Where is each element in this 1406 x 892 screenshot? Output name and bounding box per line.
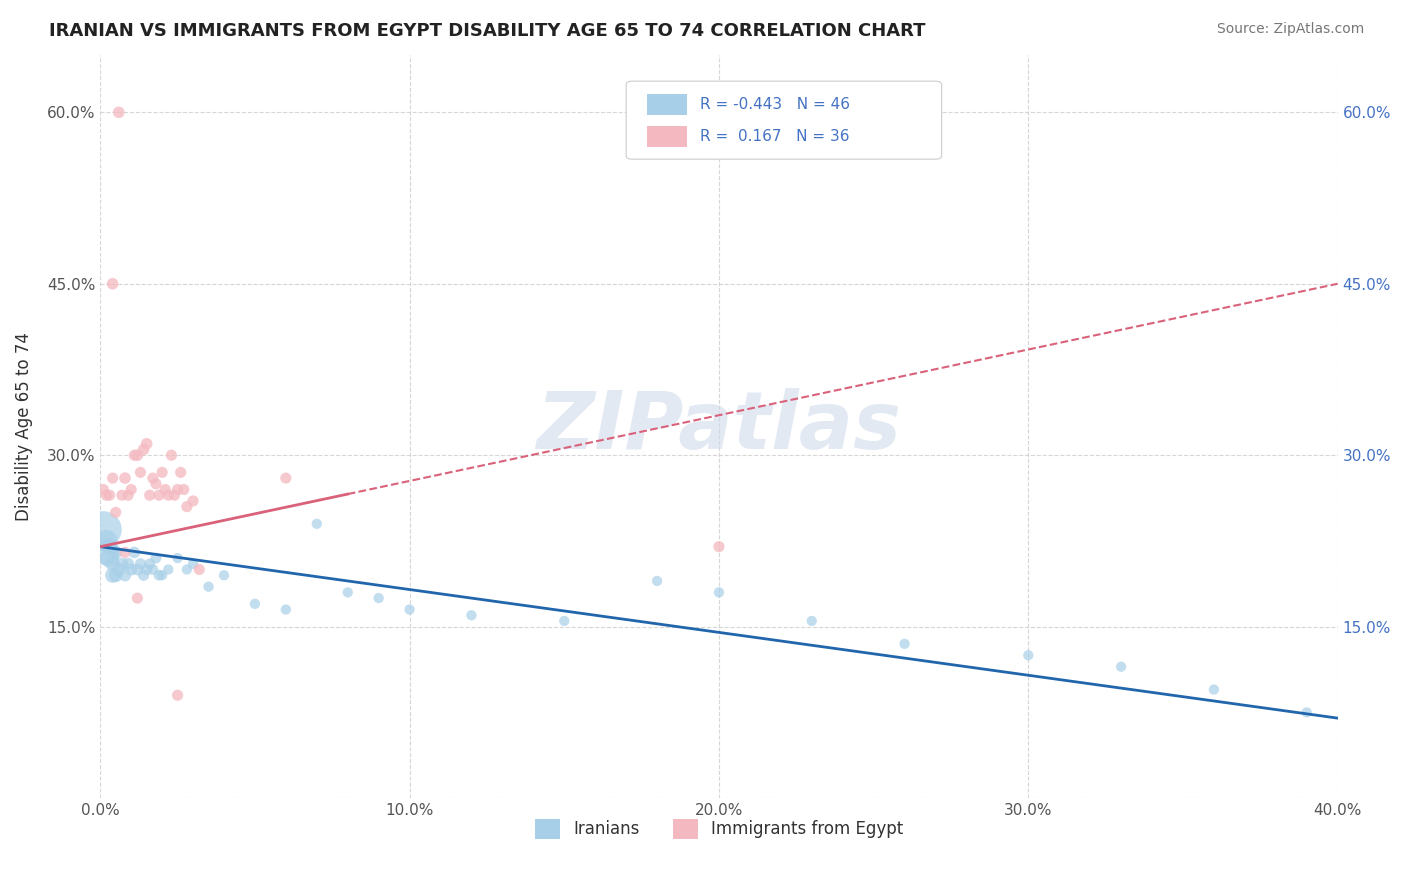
Point — [243, 597, 266, 611]
Point — [645, 574, 668, 588]
Point — [1202, 682, 1225, 697]
Point — [336, 585, 359, 599]
Point — [166, 483, 188, 497]
Point — [101, 471, 124, 485]
Point — [132, 442, 155, 457]
Point — [124, 545, 146, 559]
Point — [176, 500, 198, 514]
Point — [114, 568, 136, 582]
Point — [150, 568, 173, 582]
FancyBboxPatch shape — [626, 81, 942, 159]
Point — [142, 471, 165, 485]
Point — [132, 568, 155, 582]
Point — [120, 483, 142, 497]
Point — [163, 488, 186, 502]
Point — [96, 545, 118, 559]
Text: ZIPatlas: ZIPatlas — [537, 388, 901, 466]
Point — [101, 277, 124, 291]
Point — [101, 557, 124, 571]
Text: IRANIAN VS IMMIGRANTS FROM EGYPT DISABILITY AGE 65 TO 74 CORRELATION CHART: IRANIAN VS IMMIGRANTS FROM EGYPT DISABIL… — [49, 22, 925, 40]
Point — [120, 562, 142, 576]
Point — [98, 488, 121, 502]
Point — [101, 568, 124, 582]
Point — [800, 614, 823, 628]
Point — [127, 591, 149, 606]
Point — [117, 557, 139, 571]
Point — [212, 568, 235, 582]
Point — [127, 448, 149, 462]
Point — [104, 568, 127, 582]
Point — [181, 557, 204, 571]
Point — [145, 551, 167, 566]
Point — [135, 562, 157, 576]
Point — [98, 551, 121, 566]
Point — [460, 608, 482, 623]
Point — [166, 551, 188, 566]
Point — [157, 562, 180, 576]
Point — [1109, 659, 1132, 673]
Text: R = -0.443   N = 46: R = -0.443 N = 46 — [700, 96, 851, 112]
Point — [173, 483, 195, 497]
Point — [150, 466, 173, 480]
Point — [148, 568, 170, 582]
Point — [197, 580, 219, 594]
Point — [274, 471, 297, 485]
Point — [170, 466, 193, 480]
Point — [104, 505, 127, 519]
Point — [707, 540, 730, 554]
Point — [188, 562, 211, 576]
Point — [124, 448, 146, 462]
Point — [129, 557, 152, 571]
Point — [114, 545, 136, 559]
Point — [96, 533, 118, 548]
Point — [135, 437, 157, 451]
Legend: Iranians, Immigrants from Egypt: Iranians, Immigrants from Egypt — [529, 812, 910, 846]
Point — [1295, 706, 1317, 720]
Point — [157, 488, 180, 502]
Point — [176, 562, 198, 576]
Point — [108, 105, 131, 120]
Point — [367, 591, 389, 606]
Point — [145, 476, 167, 491]
Point — [129, 466, 152, 480]
Point — [553, 614, 575, 628]
FancyBboxPatch shape — [647, 126, 686, 146]
Point — [1017, 648, 1039, 663]
Point — [893, 637, 915, 651]
Point — [96, 488, 118, 502]
Point — [142, 562, 165, 576]
Point — [305, 516, 328, 531]
Text: R =  0.167   N = 36: R = 0.167 N = 36 — [700, 128, 849, 144]
Point — [166, 688, 188, 702]
Y-axis label: Disability Age 65 to 74: Disability Age 65 to 74 — [15, 332, 32, 521]
Point — [148, 488, 170, 502]
Point — [114, 471, 136, 485]
Point — [181, 494, 204, 508]
Point — [108, 562, 131, 576]
Text: Source: ZipAtlas.com: Source: ZipAtlas.com — [1216, 22, 1364, 37]
Point — [127, 562, 149, 576]
FancyBboxPatch shape — [647, 94, 686, 114]
Point — [117, 488, 139, 502]
Point — [398, 602, 420, 616]
Point — [155, 483, 177, 497]
Point — [139, 488, 162, 502]
Point — [98, 540, 121, 554]
Point — [111, 557, 134, 571]
Point — [274, 602, 297, 616]
Point — [93, 483, 115, 497]
Point — [93, 523, 115, 537]
Point — [104, 545, 127, 559]
Point — [707, 585, 730, 599]
Point — [111, 488, 134, 502]
Point — [139, 557, 162, 571]
Point — [160, 448, 183, 462]
